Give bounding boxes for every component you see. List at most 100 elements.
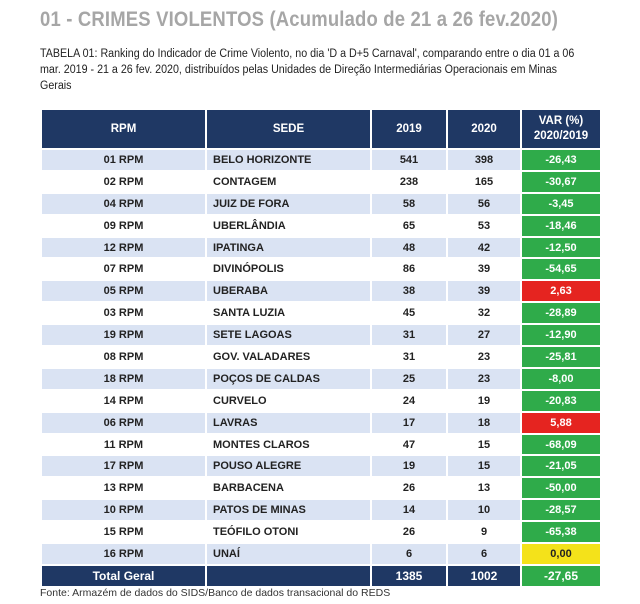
rpm-cell: 16 RPM	[40, 542, 207, 566]
sede-cell: BELO HORIZONTE	[205, 148, 372, 172]
sede-cell: IPATINGA	[205, 235, 372, 260]
value-2020-cell: 53	[446, 213, 522, 238]
header-var-period: 2020/2019	[533, 130, 589, 142]
var-cell: -54,65	[520, 257, 602, 282]
sede-cell: JUIZ DE FORA	[205, 191, 372, 216]
value-2019-cell: 14	[370, 498, 448, 523]
table-row: 17 RPM POUSO ALEGRE 19 15 -21,05	[40, 454, 602, 479]
var-cell: -50,00	[520, 476, 602, 501]
header-2019: 2019	[370, 108, 448, 150]
value-2020-cell: 10	[446, 498, 522, 523]
table-row: 01 RPM BELO HORIZONTE 541 398 -26,43	[40, 148, 602, 172]
header-2020: 2020	[446, 108, 522, 150]
rpm-cell: 07 RPM	[40, 257, 207, 282]
table-row: 03 RPM SANTA LUZIA 45 32 -28,89	[40, 301, 602, 326]
table-row: 12 RPM IPATINGA 48 42 -12,50	[40, 235, 602, 260]
value-2020-cell: 15	[446, 454, 522, 479]
table-row: 08 RPM GOV. VALADARES 31 23 -25,81	[40, 345, 602, 369]
value-2019-cell: 19	[370, 454, 448, 479]
value-2019-cell: 541	[370, 148, 448, 172]
value-2019-cell: 86	[370, 257, 448, 282]
value-2020-cell: 23	[446, 366, 522, 391]
table-row: 06 RPM LAVRAS 17 18 5,88	[40, 410, 602, 435]
table-row: 10 RPM PATOS DE MINAS 14 10 -28,57	[40, 498, 602, 523]
value-2020-cell: 18	[446, 410, 522, 435]
rpm-cell: 18 RPM	[40, 366, 207, 391]
table-row: 09 RPM UBERLÂNDIA 65 53 -18,46	[40, 213, 602, 238]
sede-cell: BARBACENA	[205, 476, 372, 501]
value-2020-cell: 39	[446, 257, 522, 282]
total-sede	[205, 563, 372, 588]
header-rpm: RPM	[40, 108, 207, 150]
sede-cell: TEÓFILO OTONI	[205, 520, 372, 545]
sede-cell: MONTES CLAROS	[205, 432, 372, 457]
sede-cell: UBERABA	[205, 279, 372, 304]
rpm-cell: 05 RPM	[40, 279, 207, 304]
table-row: 02 RPM CONTAGEM 238 165 -30,67	[40, 169, 602, 194]
var-cell: -8,00	[520, 366, 602, 391]
sede-cell: DIVINÓPOLIS	[205, 257, 372, 282]
sede-cell: UBERLÂNDIA	[205, 213, 372, 238]
sede-cell: PATOS DE MINAS	[205, 498, 372, 523]
value-2020-cell: 398	[446, 148, 522, 172]
value-2020-cell: 32	[446, 301, 522, 326]
header-sede: SEDE	[205, 108, 372, 150]
value-2019-cell: 26	[370, 520, 448, 545]
var-cell: -65,38	[520, 520, 602, 545]
sede-cell: LAVRAS	[205, 410, 372, 435]
rpm-cell: 10 RPM	[40, 498, 207, 523]
table-row: 19 RPM SETE LAGOAS 31 27 -12,90	[40, 323, 602, 348]
value-2019-cell: 58	[370, 191, 448, 216]
total-row: Total Geral 1385 1002 -27,65	[40, 563, 602, 588]
sede-cell: UNAÍ	[205, 542, 372, 566]
total-2020: 1002	[446, 563, 522, 588]
rpm-cell: 17 RPM	[40, 454, 207, 479]
var-cell: -28,57	[520, 498, 602, 523]
value-2020-cell: 56	[446, 191, 522, 216]
value-2020-cell: 23	[446, 345, 522, 369]
value-2020-cell: 15	[446, 432, 522, 457]
var-cell: -12,50	[520, 235, 602, 260]
rpm-cell: 06 RPM	[40, 410, 207, 435]
value-2019-cell: 47	[370, 432, 448, 457]
table-row: 15 RPM TEÓFILO OTONI 26 9 -65,38	[40, 520, 602, 545]
value-2020-cell: 19	[446, 388, 522, 413]
var-cell: 2,63	[520, 279, 602, 304]
sede-cell: POÇOS DE CALDAS	[205, 366, 372, 391]
var-cell: -30,67	[520, 169, 602, 194]
total-label: Total Geral	[40, 563, 207, 588]
value-2019-cell: 25	[370, 366, 448, 391]
var-cell: -20,83	[520, 388, 602, 413]
table-caption: TABELA 01: Ranking do Indicador de Crime…	[40, 48, 575, 92]
sede-cell: SETE LAGOAS	[205, 323, 372, 348]
rpm-cell: 12 RPM	[40, 235, 207, 260]
value-2020-cell: 13	[446, 476, 522, 501]
value-2020-cell: 6	[446, 542, 522, 566]
rpm-cell: 04 RPM	[40, 191, 207, 216]
var-cell: -18,46	[520, 213, 602, 238]
value-2020-cell: 27	[446, 323, 522, 348]
sede-cell: GOV. VALADARES	[205, 345, 372, 369]
sede-cell: CONTAGEM	[205, 169, 372, 194]
header-var-label: VAR (%)	[538, 115, 584, 127]
table-row: 13 RPM BARBACENA 26 13 -50,00	[40, 476, 602, 501]
source-note: Fonte: Armazém de dados do SIDS/Banco de…	[40, 587, 391, 599]
var-cell: 5,88	[520, 410, 602, 435]
page-title: 01 - CRIMES VIOLENTOS (Acumulado de 21 a…	[40, 8, 559, 31]
value-2019-cell: 24	[370, 388, 448, 413]
rpm-cell: 19 RPM	[40, 323, 207, 348]
table-header-row: RPM SEDE 2019 2020 VAR (%) 2020/2019	[40, 108, 602, 150]
var-cell: -3,45	[520, 191, 602, 216]
rpm-cell: 14 RPM	[40, 388, 207, 413]
table-row: 05 RPM UBERABA 38 39 2,63	[40, 279, 602, 304]
value-2019-cell: 48	[370, 235, 448, 260]
ranking-table: RPM SEDE 2019 2020 VAR (%) 2020/2019 01 R…	[40, 108, 602, 588]
value-2019-cell: 26	[370, 476, 448, 501]
rpm-cell: 03 RPM	[40, 301, 207, 326]
sede-cell: POUSO ALEGRE	[205, 454, 372, 479]
header-var: VAR (%) 2020/2019	[520, 108, 602, 150]
var-cell: -21,05	[520, 454, 602, 479]
var-cell: 0,00	[520, 542, 602, 566]
total-var: -27,65	[520, 563, 602, 588]
sede-cell: SANTA LUZIA	[205, 301, 372, 326]
